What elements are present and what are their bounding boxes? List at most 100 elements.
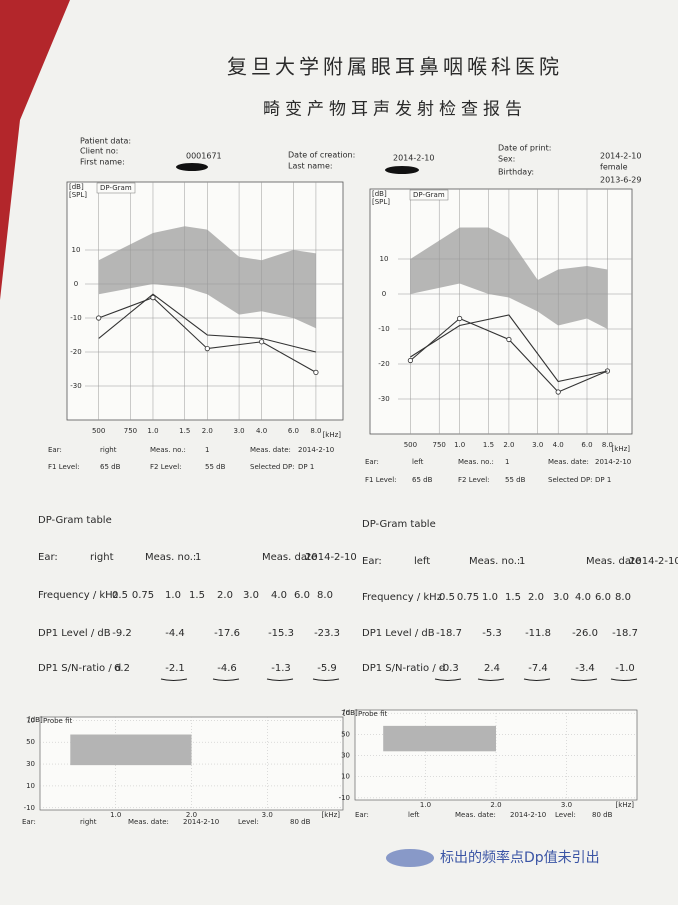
table-cell: 0.75 [132, 590, 154, 601]
probe-info: 80 dB [290, 818, 311, 826]
table-header: right [90, 552, 114, 563]
probe-fit-chart: 70 50 30 10 -10 1.0 2.0 3.0 [dB] Probe fit [kHz] [339, 709, 638, 809]
probe-fit-band [70, 734, 192, 766]
x-tick-label: 500 [404, 441, 417, 449]
handwritten-underline [610, 678, 638, 681]
table-cell: 3.0 [553, 592, 569, 603]
x-tick-label: 8.0 [310, 427, 321, 435]
report-title: 畸变产物耳声发射检查报告 [263, 100, 527, 120]
table-cell: 3.0 [243, 590, 259, 601]
y-tick-label: 30 [341, 752, 350, 760]
info-text: right [100, 446, 117, 454]
row-label: DP1 S/N-ratio / d [362, 663, 445, 674]
row-label: DP1 Level / dB [38, 628, 111, 639]
table-header: Meas. no.: [145, 552, 196, 563]
table-cell: -1.0 [615, 663, 635, 674]
handwritten-underline [523, 678, 551, 681]
table-header: Ear: [362, 556, 382, 567]
table-cell: 6.2 [114, 663, 130, 674]
info-text: F2 Level: [150, 463, 182, 471]
info-text: left [412, 458, 424, 466]
label: Patient data: [80, 137, 131, 146]
probe-fit-chart: 70 50 30 10 -10 1.0 2.0 3.0 [dB] Probe fit [kHz] [24, 716, 344, 819]
dp-marker [204, 345, 210, 352]
dp-marker [96, 315, 102, 321]
x-tick-label: 1.0 [420, 801, 431, 809]
table-header: 1 [195, 552, 201, 563]
info-text: Selected DP: [250, 463, 295, 471]
dp-gram: 500 750 1.0 1.5 2.0 3.0 4.0 6.0 8.0 10 0 -10 -20 -30 [… [369, 188, 633, 453]
table-cell: 1.5 [189, 590, 205, 601]
x-unit: [kHz] [612, 445, 631, 453]
table-cell: 8.0 [317, 590, 333, 601]
y-tick-label: 70 [26, 716, 35, 724]
x-tick-label: 1.5 [179, 427, 190, 435]
table-cell: 6.0 [294, 590, 310, 601]
table-cell: 2.0 [217, 590, 233, 601]
y-tick-label: 10 [26, 782, 35, 790]
probe-info: 2014-2-10 [183, 818, 219, 826]
info-text: 65 dB [100, 463, 121, 471]
probe-info: 2014-2-10 [510, 811, 546, 819]
label: First name: [80, 158, 125, 167]
probe-fit-band [383, 725, 496, 752]
info-text: Meas. date: [250, 446, 291, 454]
dp-marker [555, 389, 561, 395]
x-tick-label: 4.0 [256, 427, 267, 435]
x-tick-label: 3.0 [532, 441, 543, 449]
label: Sex: [498, 155, 515, 164]
handwritten-underline [477, 678, 505, 681]
info-text: Meas. no.: [150, 446, 186, 454]
table-header: left [414, 556, 430, 567]
probe-info: 80 dB [592, 811, 613, 819]
probe-info: Meas. date: [128, 818, 169, 826]
info-text: 1 [505, 458, 509, 466]
x-tick-label: 2.0 [490, 801, 501, 809]
y-unit: [dB] [372, 190, 387, 198]
x-tick-label: 1.5 [483, 441, 494, 449]
row-label: DP1 S/N-ratio / d [38, 663, 121, 674]
y-tick-label: 50 [26, 738, 35, 746]
label: Client no: [80, 147, 118, 156]
table-cell: -4.6 [217, 663, 237, 674]
handwritten-underline [212, 678, 240, 681]
table-cell: 2.0 [528, 592, 544, 603]
table-header: Ear: [38, 552, 58, 563]
x-tick-label: 3.0 [262, 811, 273, 819]
y-tick-label: -10 [70, 314, 81, 322]
table-cell: -18.7 [436, 628, 462, 639]
x-tick-label: 1.0 [454, 441, 465, 449]
probe-info: right [80, 818, 97, 826]
title-box [409, 189, 449, 201]
y-tick-label: 0 [382, 290, 386, 298]
dp-marker [259, 339, 265, 345]
y-unit: [dB] [343, 709, 358, 717]
x-unit: [kHz] [322, 811, 341, 819]
x-tick-label: 6.0 [288, 427, 299, 435]
y-unit: [SPL] [69, 191, 87, 199]
x-tick-label: 2.0 [503, 441, 514, 449]
x-tick-label: 750 [433, 441, 446, 449]
table-cell: -15.3 [268, 628, 294, 639]
dp-gram: 500 750 1.0 1.5 2.0 3.0 4.0 6.0 8.0 10 0 -10 -20 -30 [… [66, 181, 344, 439]
chart-title: Probe fit [358, 710, 387, 718]
y-unit: [SPL] [372, 198, 390, 206]
scribble [386, 849, 434, 867]
info-text: Ear: [48, 446, 62, 454]
info-text: 2014-2-10 [595, 458, 631, 466]
chart-title: DP-Gram [413, 191, 445, 199]
table-header: Meas. date [262, 552, 317, 563]
table-cell: 0.5 [439, 592, 455, 603]
probe-info: Meas. date: [455, 811, 496, 819]
table-cell: 2.4 [484, 663, 500, 674]
table-cell: -2.1 [165, 663, 185, 674]
info-text: Meas. date: [548, 458, 589, 466]
redaction [385, 166, 419, 174]
x-tick-label: 1.0 [110, 811, 121, 819]
table-cell: -1.3 [271, 663, 291, 674]
x-tick-label: 3.0 [234, 427, 245, 435]
dp-marker [407, 357, 413, 364]
table-header: 2014-2-10 [305, 552, 357, 563]
dp-marker [313, 369, 319, 375]
y-unit: [dB] [69, 183, 84, 191]
